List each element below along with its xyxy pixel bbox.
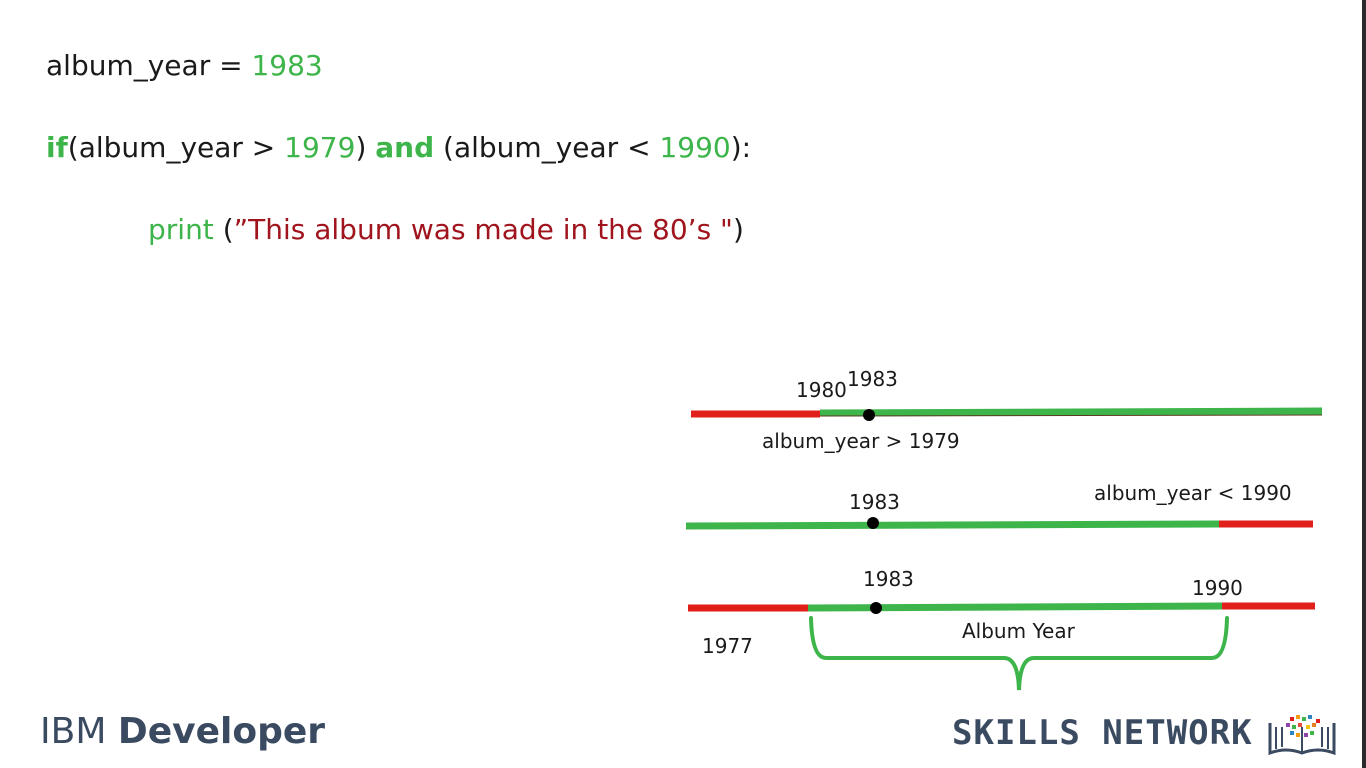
number-line-row3: 1983 1990 1977 Album Year xyxy=(688,567,1315,691)
code-text: ) xyxy=(355,131,376,164)
condition-greater-than: album_year > 1979 xyxy=(762,429,960,453)
dot-marker-icon xyxy=(870,602,882,614)
code-keyword-if: if xyxy=(46,131,68,164)
label-1983-row2: 1983 xyxy=(849,490,900,514)
label-1977: 1977 xyxy=(702,634,753,658)
brand-developer-text: Developer xyxy=(117,711,326,752)
label-1990: 1990 xyxy=(1192,576,1243,600)
brace-label-album-year: Album Year xyxy=(962,619,1076,643)
code-text: ): xyxy=(730,131,752,164)
code-keyword-and: and xyxy=(375,131,435,164)
code-number: 1990 xyxy=(659,131,731,164)
code-operator: = xyxy=(210,49,252,82)
number-line-row2: 1983 album_year < 1990 xyxy=(685,481,1313,530)
ibm-developer-logo: IBM Developer xyxy=(40,714,325,750)
code-number: 1979 xyxy=(284,131,356,164)
label-1983-row1: 1983 xyxy=(847,367,898,391)
number-line-shadow xyxy=(819,414,1323,417)
code-number: 1983 xyxy=(251,49,323,82)
number-line-row1: 1980 1983 album_year > 1979 xyxy=(691,367,1323,453)
curly-brace-icon xyxy=(809,616,1229,691)
code-line-if: if(album_year > 1979) and (album_year < … xyxy=(46,134,751,162)
label-1983-row3: 1983 xyxy=(863,567,914,591)
skills-network-logo-icon xyxy=(1268,715,1336,756)
dot-marker-icon xyxy=(867,517,879,529)
code-text: (album_year < xyxy=(434,131,660,164)
number-line-true-segment xyxy=(685,520,1220,530)
brand-ibm-text: IBM xyxy=(40,711,118,752)
code-string: ”This album was made in the 80’s " xyxy=(233,213,733,246)
number-line-true-segment xyxy=(819,407,1323,417)
code-text: ( xyxy=(213,213,234,246)
code-text: (album_year > xyxy=(67,131,285,164)
label-1980: 1980 xyxy=(796,378,847,402)
skills-network-wordmark: SKILLS NETWORK xyxy=(952,713,1253,753)
code-line-print: print (”This album was made in the 80’s … xyxy=(148,216,744,244)
code-function-print: print xyxy=(148,213,214,246)
code-line-assignment: album_year = 1983 xyxy=(46,52,323,80)
condition-less-than: album_year < 1990 xyxy=(1094,481,1292,505)
code-text: ) xyxy=(732,213,744,246)
dot-marker-icon xyxy=(863,409,875,421)
code-variable: album_year xyxy=(46,49,211,82)
